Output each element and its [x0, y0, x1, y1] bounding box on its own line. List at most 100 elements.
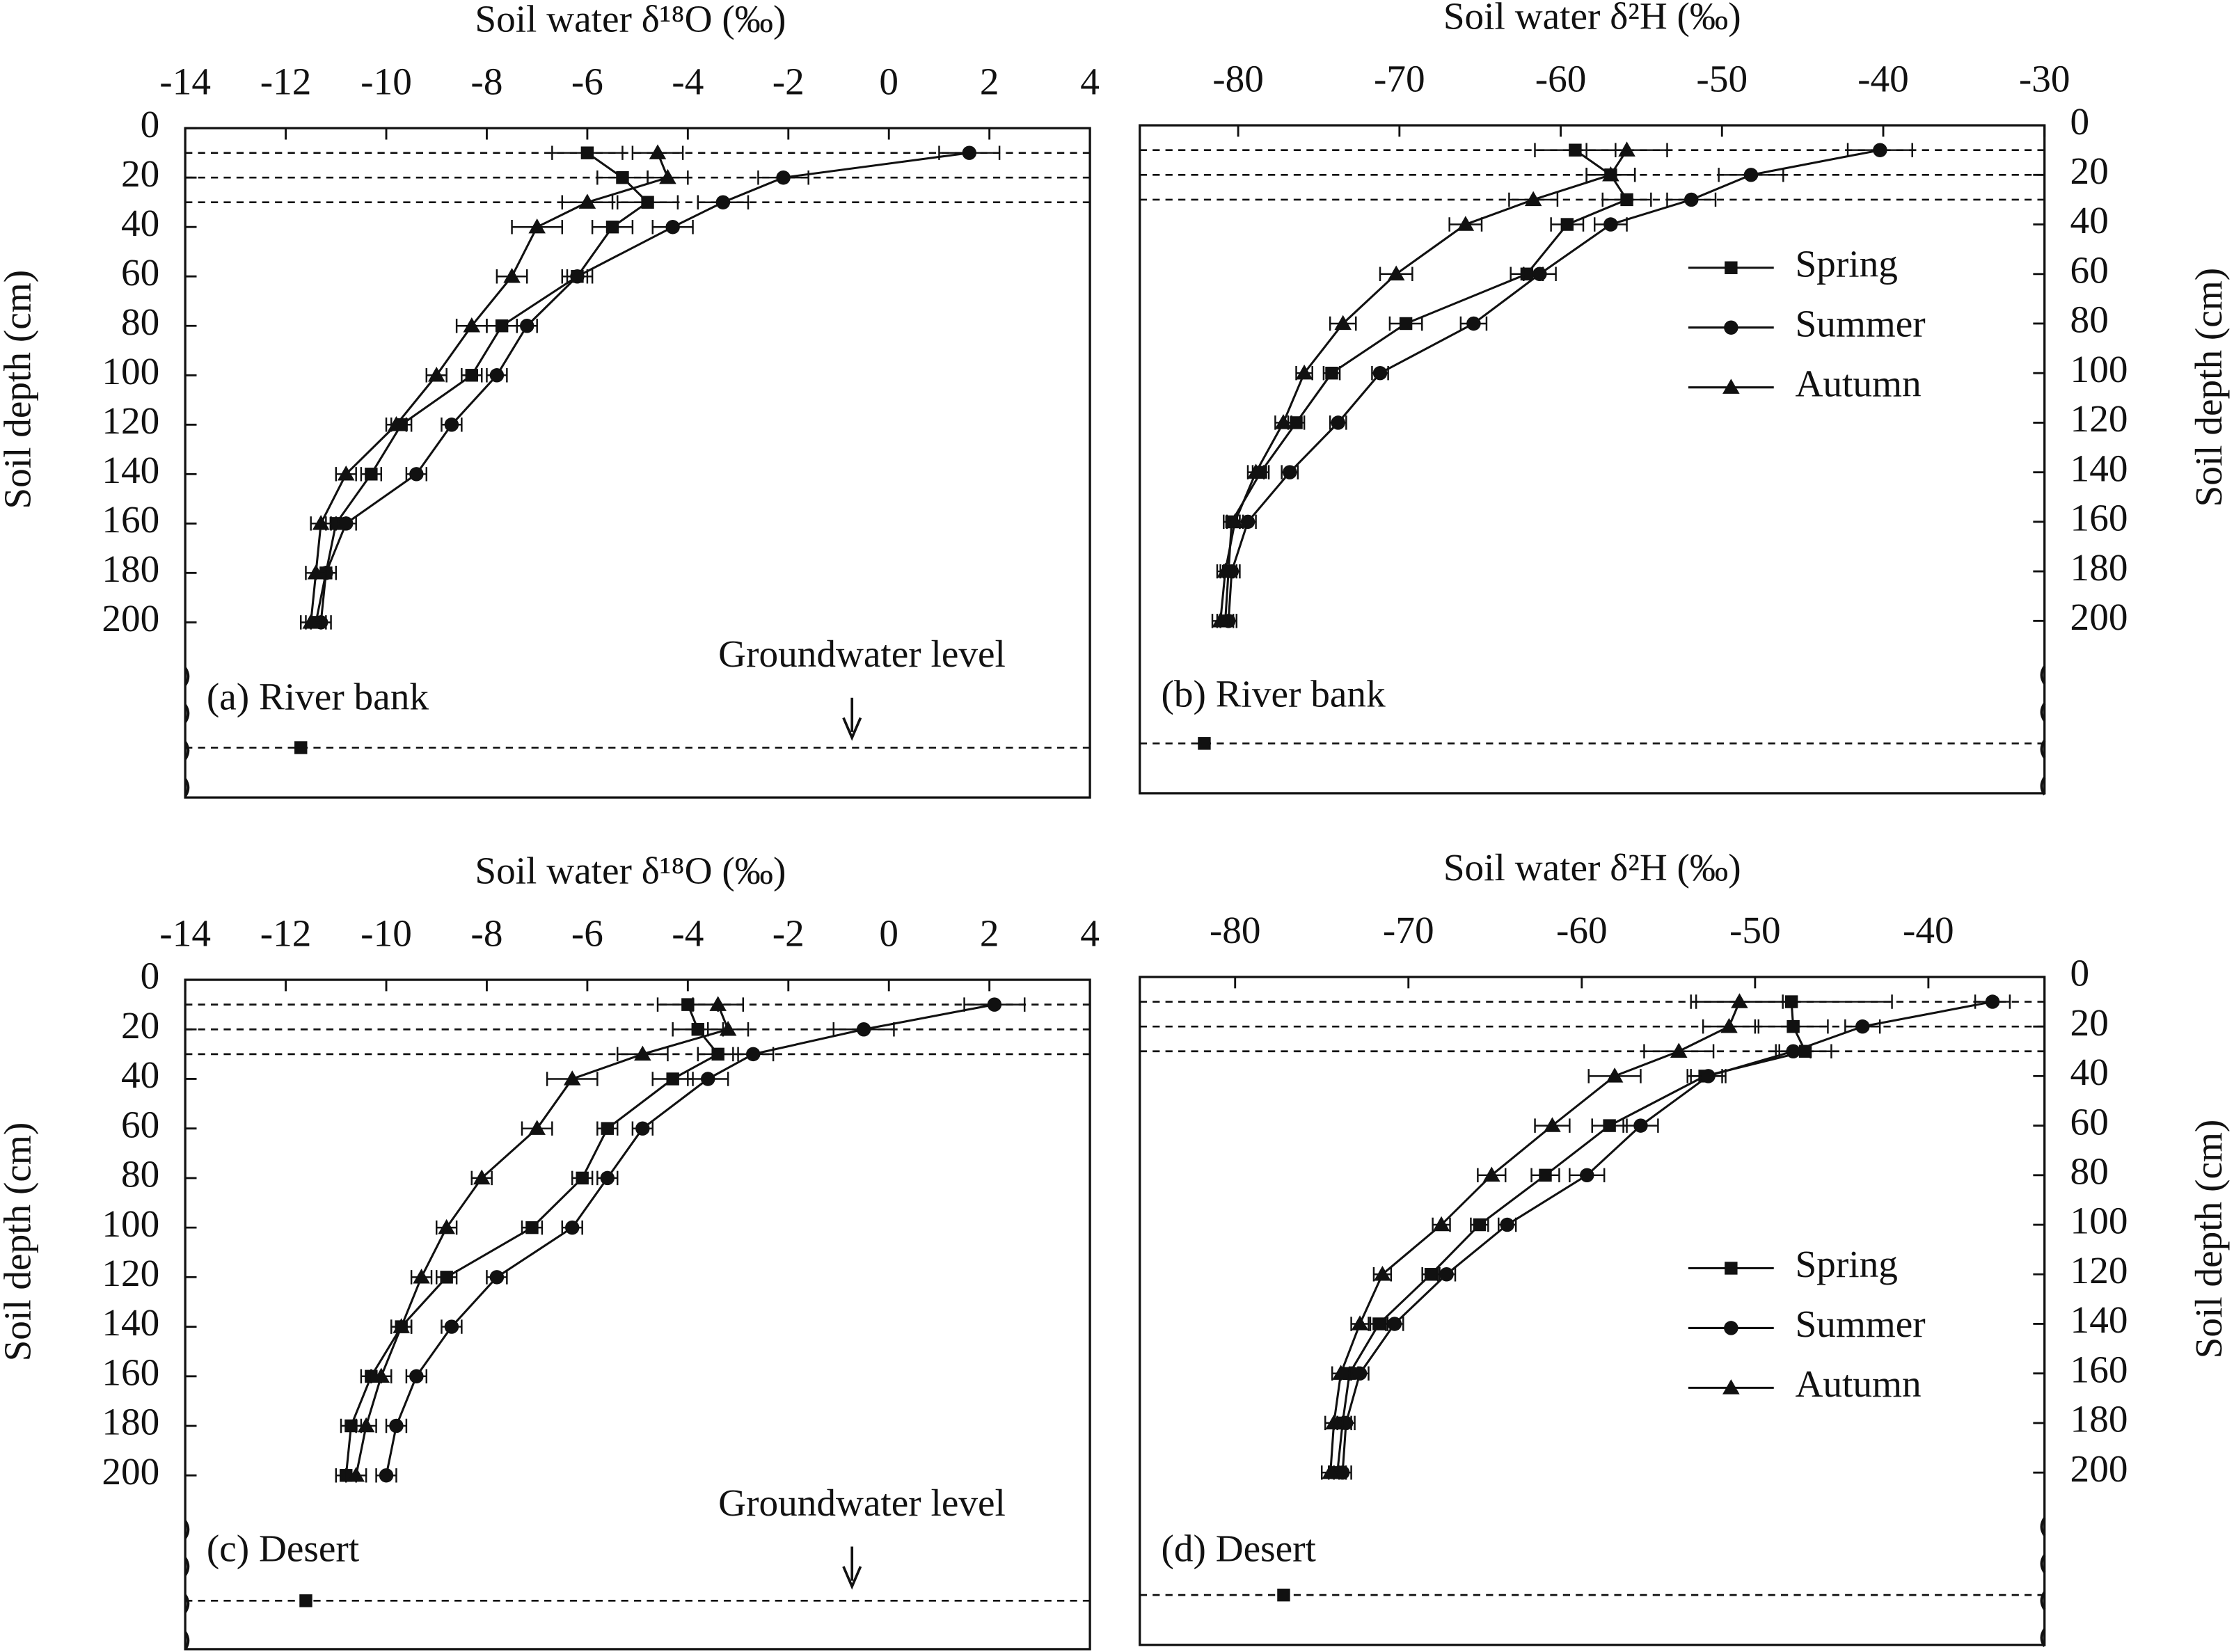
- axis-break: [2040, 1591, 2046, 1610]
- marker-triangle: [528, 1120, 546, 1135]
- marker-square: [605, 221, 619, 234]
- axis-break: [184, 1557, 190, 1576]
- marker-square: [580, 146, 594, 159]
- marker-triangle: [1217, 562, 1234, 578]
- marker-triangle: [1332, 1365, 1349, 1380]
- marker-square: [616, 170, 629, 184]
- x-tick-label: -10: [361, 60, 412, 102]
- marker-triangle: [649, 144, 667, 159]
- marker-triangle: [578, 193, 596, 209]
- groundwater-label: Groundwater level: [718, 633, 1006, 675]
- groundwater-arrow: [842, 697, 862, 741]
- x-tick-label: -12: [260, 912, 312, 954]
- marker-triangle: [634, 1045, 651, 1061]
- marker-circle: [564, 1220, 580, 1235]
- y-tick-label: 0: [2070, 952, 2090, 994]
- x-axis-title: Soil water δ²H (‰): [1443, 846, 1741, 889]
- marker-circle: [745, 1047, 761, 1062]
- y-tick-label: 120: [102, 1252, 159, 1294]
- axis-break: [2040, 1554, 2046, 1573]
- marker-triangle: [372, 1367, 390, 1383]
- marker-square: [681, 998, 695, 1011]
- marker-circle: [1240, 514, 1255, 530]
- marker-square: [1290, 416, 1303, 429]
- panel: -80 -70 -60 -50 -40 0 20 40 60 80 100 120 140 160 180 2…: [1139, 846, 2230, 1647]
- y-axis-title: Soil depth (cm): [2187, 268, 2230, 507]
- marker-triangle: [1457, 216, 1475, 231]
- marker-square: [576, 1171, 589, 1185]
- marker-square: [1325, 366, 1338, 380]
- y-tick-label: 120: [2070, 397, 2128, 440]
- axis-break: [184, 667, 190, 686]
- marker-triangle: [709, 996, 727, 1011]
- marker-square: [1372, 1317, 1386, 1331]
- marker-triangle: [1374, 1265, 1391, 1281]
- marker-circle: [1331, 415, 1346, 430]
- marker-circle: [444, 1319, 459, 1334]
- axis-break: [2040, 1628, 2046, 1647]
- legend-marker: [1722, 1379, 1740, 1395]
- marker-square: [1539, 1168, 1552, 1182]
- y-tick-label: 200: [102, 597, 159, 640]
- marker-triangle: [1731, 993, 1748, 1008]
- x-tick-label: -4: [672, 60, 704, 102]
- marker-circle: [1532, 267, 1547, 281]
- y-tick-label: 0: [2070, 100, 2090, 143]
- marker-triangle: [528, 218, 546, 234]
- x-tick-label: -80: [1210, 909, 1261, 951]
- marker-triangle: [1212, 612, 1229, 628]
- marker-triangle: [1432, 1216, 1450, 1232]
- y-tick-label: 180: [2070, 1398, 2128, 1440]
- y-tick-label: 60: [121, 1103, 159, 1145]
- x-axis-title: Soil water δ¹⁸O (‰): [475, 849, 786, 891]
- marker-square: [691, 1023, 704, 1036]
- marker-triangle: [1334, 315, 1352, 331]
- marker-triangle: [302, 614, 319, 629]
- x-tick-label: -70: [1374, 57, 1425, 100]
- y-tick-label: 160: [2070, 497, 2128, 539]
- marker-square: [711, 1047, 724, 1061]
- marker-circle: [856, 1022, 871, 1037]
- marker-circle: [1352, 1366, 1368, 1381]
- marker-triangle: [312, 515, 330, 530]
- axis-break: [184, 1594, 190, 1613]
- y-tick-label: 140: [2070, 1298, 2128, 1341]
- plot-frame: [1139, 976, 2046, 1646]
- x-tick-label: -2: [773, 60, 805, 102]
- marker-circle: [389, 1418, 404, 1433]
- x-tick-label: -60: [1535, 57, 1587, 100]
- marker-square: [1784, 995, 1798, 1008]
- x-tick-label: 2: [980, 60, 999, 102]
- x-axis-title: Soil water δ²H (‰): [1443, 0, 1741, 37]
- marker-square: [1560, 218, 1574, 231]
- y-tick-label: 40: [121, 1054, 159, 1096]
- marker-circle: [600, 1170, 615, 1186]
- marker-circle: [1743, 168, 1759, 182]
- marker-triangle: [1544, 1117, 1561, 1132]
- axis-break: [184, 704, 190, 723]
- legend-label: Summer: [1795, 302, 1925, 344]
- series-line: [1219, 149, 1628, 621]
- y-tick-label: 140: [102, 1301, 159, 1344]
- y-tick-label: 100: [2070, 1200, 2128, 1242]
- series-line: [310, 152, 670, 623]
- groundwater-arrow: [842, 1546, 862, 1590]
- x-tick-label: -8: [470, 60, 502, 102]
- x-tick-label: -6: [571, 60, 603, 102]
- panel-label: (d) Desert: [1161, 1527, 1316, 1569]
- marker-square: [1473, 1218, 1487, 1232]
- legend-label: Autumn: [1795, 1363, 1921, 1405]
- y-tick-label: 140: [2070, 447, 2128, 489]
- series-line: [1336, 1001, 1807, 1473]
- legend-marker: [1722, 379, 1740, 394]
- y-tick-label: 40: [2070, 199, 2109, 241]
- marker-triangle: [1247, 463, 1265, 479]
- x-tick-label: -14: [159, 60, 211, 102]
- panel-label: (c) Desert: [207, 1527, 360, 1569]
- y-tick-label: 180: [102, 1401, 159, 1443]
- series-line: [385, 1003, 995, 1476]
- marker-triangle: [1325, 1414, 1342, 1430]
- marker-triangle: [719, 1020, 737, 1036]
- marker-triangle: [427, 366, 445, 382]
